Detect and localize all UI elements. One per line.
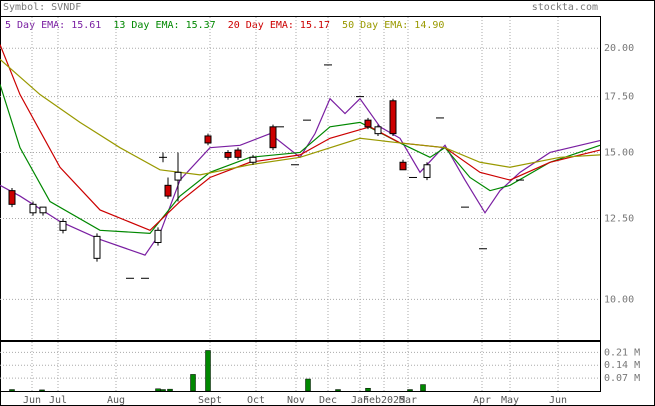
- candle-body: [39, 206, 47, 214]
- candle-body: [423, 164, 431, 178]
- candle-body: [204, 135, 212, 144]
- x-tick-label: Apr: [473, 395, 491, 406]
- candle-body: [29, 203, 37, 214]
- candle-body: [8, 190, 16, 205]
- x-tick-label: May: [501, 395, 519, 406]
- candle-body: [249, 156, 257, 163]
- x-tick-label: Jul: [49, 395, 67, 406]
- ema-line: [0, 58, 601, 176]
- candle-body: [59, 220, 67, 231]
- candle-body: [269, 126, 277, 149]
- volume-bar: [39, 389, 45, 392]
- candle-body: [364, 119, 372, 128]
- y-tick-label: 17.50: [604, 92, 634, 103]
- ema-line: [0, 44, 601, 232]
- candle-body: [399, 161, 407, 171]
- legend-entry: 50 Day EMA: 14.90: [342, 20, 444, 31]
- volume-bar: [420, 384, 426, 392]
- candle-body: [374, 126, 382, 135]
- x-tick-label: Aug: [107, 395, 125, 406]
- volume-bar: [205, 350, 211, 392]
- volume-bar: [335, 389, 341, 392]
- candle-body: [93, 235, 101, 259]
- y-tick-label: 15.00: [604, 147, 634, 158]
- volume-bar: [155, 388, 161, 392]
- x-tick-label: Sept: [198, 395, 222, 406]
- volume-bar: [407, 389, 413, 392]
- chart-title: Symbol: SVNDF: [3, 2, 81, 13]
- volume-bar: [190, 374, 196, 392]
- volume-bar: [365, 387, 371, 392]
- ema-line: [0, 84, 601, 234]
- volume-bar: [305, 378, 311, 392]
- x-tick-label: Jun: [23, 395, 41, 406]
- candle-body: [224, 151, 232, 158]
- x-tick-label: Jan: [351, 395, 369, 406]
- candle-body: [389, 100, 397, 135]
- y-tick-label: 10.00: [604, 294, 634, 305]
- y-tick-label: 20.00: [604, 43, 634, 54]
- y-tick-label: 0.21 M: [604, 347, 640, 358]
- ema-line: [0, 97, 601, 256]
- x-tick-label: Nov: [287, 395, 305, 406]
- volume-bar: [160, 389, 166, 392]
- legend-entry: 5 Day EMA: 15.61: [5, 20, 101, 31]
- x-tick-label: Feb2025: [363, 395, 405, 406]
- volume-bar: [9, 389, 15, 392]
- candle-body: [174, 171, 182, 181]
- legend-entry: 20 Day EMA: 15.17: [228, 20, 330, 31]
- price-panel: [0, 16, 601, 341]
- x-tick-label: Jun: [549, 395, 567, 406]
- x-tick-label: Oct: [247, 395, 265, 406]
- y-tick-label: 0.07 M: [604, 373, 640, 384]
- legend-entry: 13 Day EMA: 15.37: [113, 20, 215, 31]
- candle-body: [164, 184, 172, 197]
- volume-bar: [167, 388, 173, 392]
- x-tick-label: Dec: [319, 395, 337, 406]
- x-tick-label: Mar: [399, 395, 417, 406]
- candle-body: [154, 229, 162, 244]
- candle-body: [234, 149, 242, 158]
- y-tick-label: 12.50: [604, 214, 634, 225]
- y-tick-label: 0.14 M: [604, 360, 640, 371]
- source: stockta.com: [532, 2, 598, 13]
- volume-panel: [0, 341, 601, 392]
